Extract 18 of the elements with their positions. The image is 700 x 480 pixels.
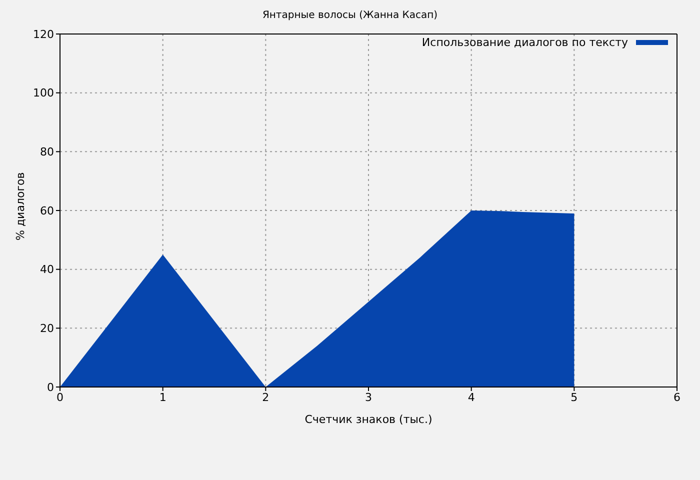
x-tick-label: 0 [56,390,64,404]
x-axis-title: Счетчик знаков (тыс.) [304,413,432,426]
chart-title: Янтарные волосы (Жанна Касап) [261,10,439,21]
x-tick-label: 4 [468,390,475,404]
x-tick-label: 6 [674,390,680,404]
y-tick-label: 40 [40,263,54,276]
legend-label: Использование диалогов по тексту [422,36,628,49]
y-tick-label: 100 [33,86,54,100]
y-tick-label: 120 [33,28,54,41]
x-tick-label: 3 [365,390,372,404]
y-tick-label: 0 [47,380,54,394]
x-tick-label: 1 [159,390,166,404]
x-tick-label: 2 [262,390,270,404]
y-tick-label: 60 [40,204,54,218]
y-tick-label: 20 [40,322,54,336]
y-axis-title: % диалогов [14,172,27,240]
y-tick-label: 80 [40,146,54,159]
x-tick-label: 5 [570,390,578,404]
